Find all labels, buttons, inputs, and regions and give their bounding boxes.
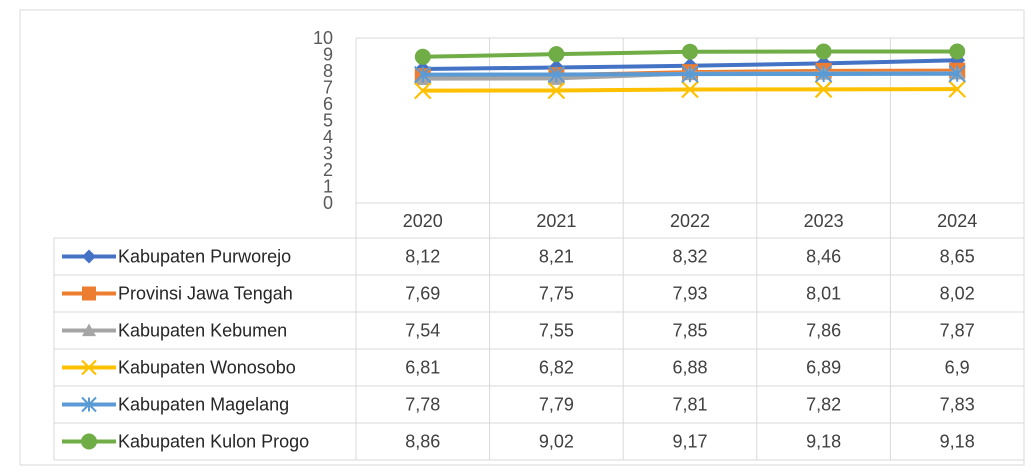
data-point-marker: [681, 65, 699, 83]
category-label: 2022: [670, 211, 710, 231]
series-name-label: Kabupaten Kulon Progo: [118, 432, 309, 452]
category-label: 2023: [804, 211, 844, 231]
data-value-label: 8,86: [405, 432, 440, 452]
data-value-label: 8,65: [940, 247, 975, 267]
series-name-label: Kabupaten Wonosobo: [118, 358, 296, 378]
series-name-label: Provinsi Jawa Tengah: [118, 284, 293, 304]
data-value-label: 6,81: [405, 358, 440, 378]
data-point-marker: [414, 65, 432, 84]
legend-key-marker: [81, 359, 97, 376]
data-value-label: 7,54: [405, 321, 440, 341]
y-tick-label: 2: [323, 160, 333, 180]
data-value-label: 7,85: [672, 321, 707, 341]
data-value-label: 9,18: [940, 432, 975, 452]
data-value-label: 7,87: [940, 321, 975, 341]
data-point-marker: [948, 80, 966, 98]
data-value-label: 9,18: [806, 432, 841, 452]
data-point-marker: [681, 80, 699, 99]
data-value-label: 8,46: [806, 247, 841, 267]
y-tick-label: 4: [323, 127, 333, 147]
data-value-label: 6,89: [806, 358, 841, 378]
data-value-label: 7,79: [539, 395, 574, 415]
data-value-label: 6,9: [945, 358, 970, 378]
data-point-marker: [414, 48, 431, 65]
legend-key-marker: [81, 396, 97, 413]
data-value-label: 7,81: [672, 395, 707, 415]
data-value-label: 7,93: [672, 284, 707, 304]
data-value-label: 8,12: [405, 247, 440, 267]
y-tick-label: 1: [323, 177, 333, 197]
data-value-label: 8,32: [672, 247, 707, 267]
series-name-label: Kabupaten Kebumen: [118, 321, 287, 341]
data-value-label: 9,02: [539, 432, 574, 452]
data-value-label: 8,01: [806, 284, 841, 304]
data-value-label: 7,83: [940, 395, 975, 415]
data-value-label: 7,69: [405, 284, 440, 304]
data-value-label: 6,82: [539, 358, 574, 378]
y-tick-label: 0: [323, 193, 333, 213]
data-point-marker: [815, 43, 832, 60]
y-tick-label: 6: [323, 94, 333, 114]
legend-key-marker: [81, 433, 97, 450]
data-value-label: 8,21: [539, 247, 574, 267]
data-value-label: 8,02: [940, 284, 975, 304]
y-tick-label: 5: [323, 111, 333, 131]
data-point-marker: [548, 46, 565, 63]
data-value-label: 7,55: [539, 321, 574, 341]
data-point-marker: [414, 81, 432, 100]
y-tick-label: 10: [313, 28, 333, 48]
legend-key-marker: [82, 323, 96, 337]
series-name-label: Kabupaten Magelang: [118, 395, 289, 415]
category-label: 2024: [937, 211, 977, 231]
data-value-label: 6,88: [672, 358, 707, 378]
data-value-label: 7,82: [806, 395, 841, 415]
y-tick-label: 9: [323, 45, 333, 65]
category-label: 2021: [536, 211, 576, 231]
y-tick-label: 3: [323, 144, 333, 164]
data-point-marker: [682, 43, 698, 60]
data-point-marker: [949, 43, 966, 60]
y-tick-label: 8: [323, 61, 333, 81]
legend-key-marker: [82, 249, 96, 264]
data-point-marker: [948, 65, 966, 83]
data-value-label: 7,78: [405, 395, 440, 415]
category-label: 2020: [403, 211, 443, 231]
data-value-label: 7,75: [539, 284, 574, 304]
legend-key-marker: [82, 286, 96, 301]
series-name-label: Kabupaten Purworejo: [118, 247, 291, 267]
y-tick-label: 7: [323, 78, 333, 98]
data-value-label: 7,86: [806, 321, 841, 341]
data-value-label: 9,17: [672, 432, 707, 452]
data-point-marker: [547, 65, 566, 84]
data-point-marker: [547, 81, 566, 100]
data-point-marker: [814, 65, 833, 83]
data-point-marker: [814, 80, 833, 99]
